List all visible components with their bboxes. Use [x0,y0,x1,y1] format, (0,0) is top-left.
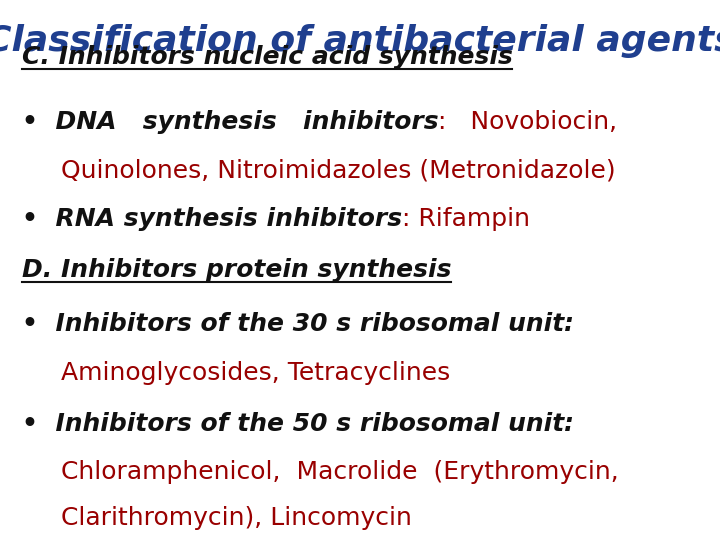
Text: Aminoglycosides, Tetracyclines: Aminoglycosides, Tetracyclines [61,361,451,384]
Text: Classification of antibacterial agents: Classification of antibacterial agents [0,24,720,58]
Text: Quinolones, Nitroimidazoles (Metronidazole): Quinolones, Nitroimidazoles (Metronidazo… [61,158,616,182]
Text: •  Inhibitors of the 30 s ribosomal unit: • Inhibitors of the 30 s ribosomal unit [22,312,564,336]
Text: Chloramphenicol,  Macrolide  (Erythromycin,: Chloramphenicol, Macrolide (Erythromycin… [61,461,619,484]
Text: •  DNA   synthesis   inhibitors: • DNA synthesis inhibitors [22,110,438,133]
Text: Clarithromycin), Lincomycin: Clarithromycin), Lincomycin [61,507,412,530]
Text: :   Novobiocin,: : Novobiocin, [438,110,617,133]
Text: D. Inhibitors protein synthesis: D. Inhibitors protein synthesis [22,258,451,282]
Text: : Rifampin: : Rifampin [402,207,530,231]
Text: :: : [564,312,574,336]
Text: •  Inhibitors of the 50 s ribosomal unit: • Inhibitors of the 50 s ribosomal unit [22,412,564,436]
Text: C. Inhibitors nucleic acid synthesis: C. Inhibitors nucleic acid synthesis [22,45,513,69]
Text: •  RNA synthesis inhibitors: • RNA synthesis inhibitors [22,207,402,231]
Text: :: : [564,412,574,436]
